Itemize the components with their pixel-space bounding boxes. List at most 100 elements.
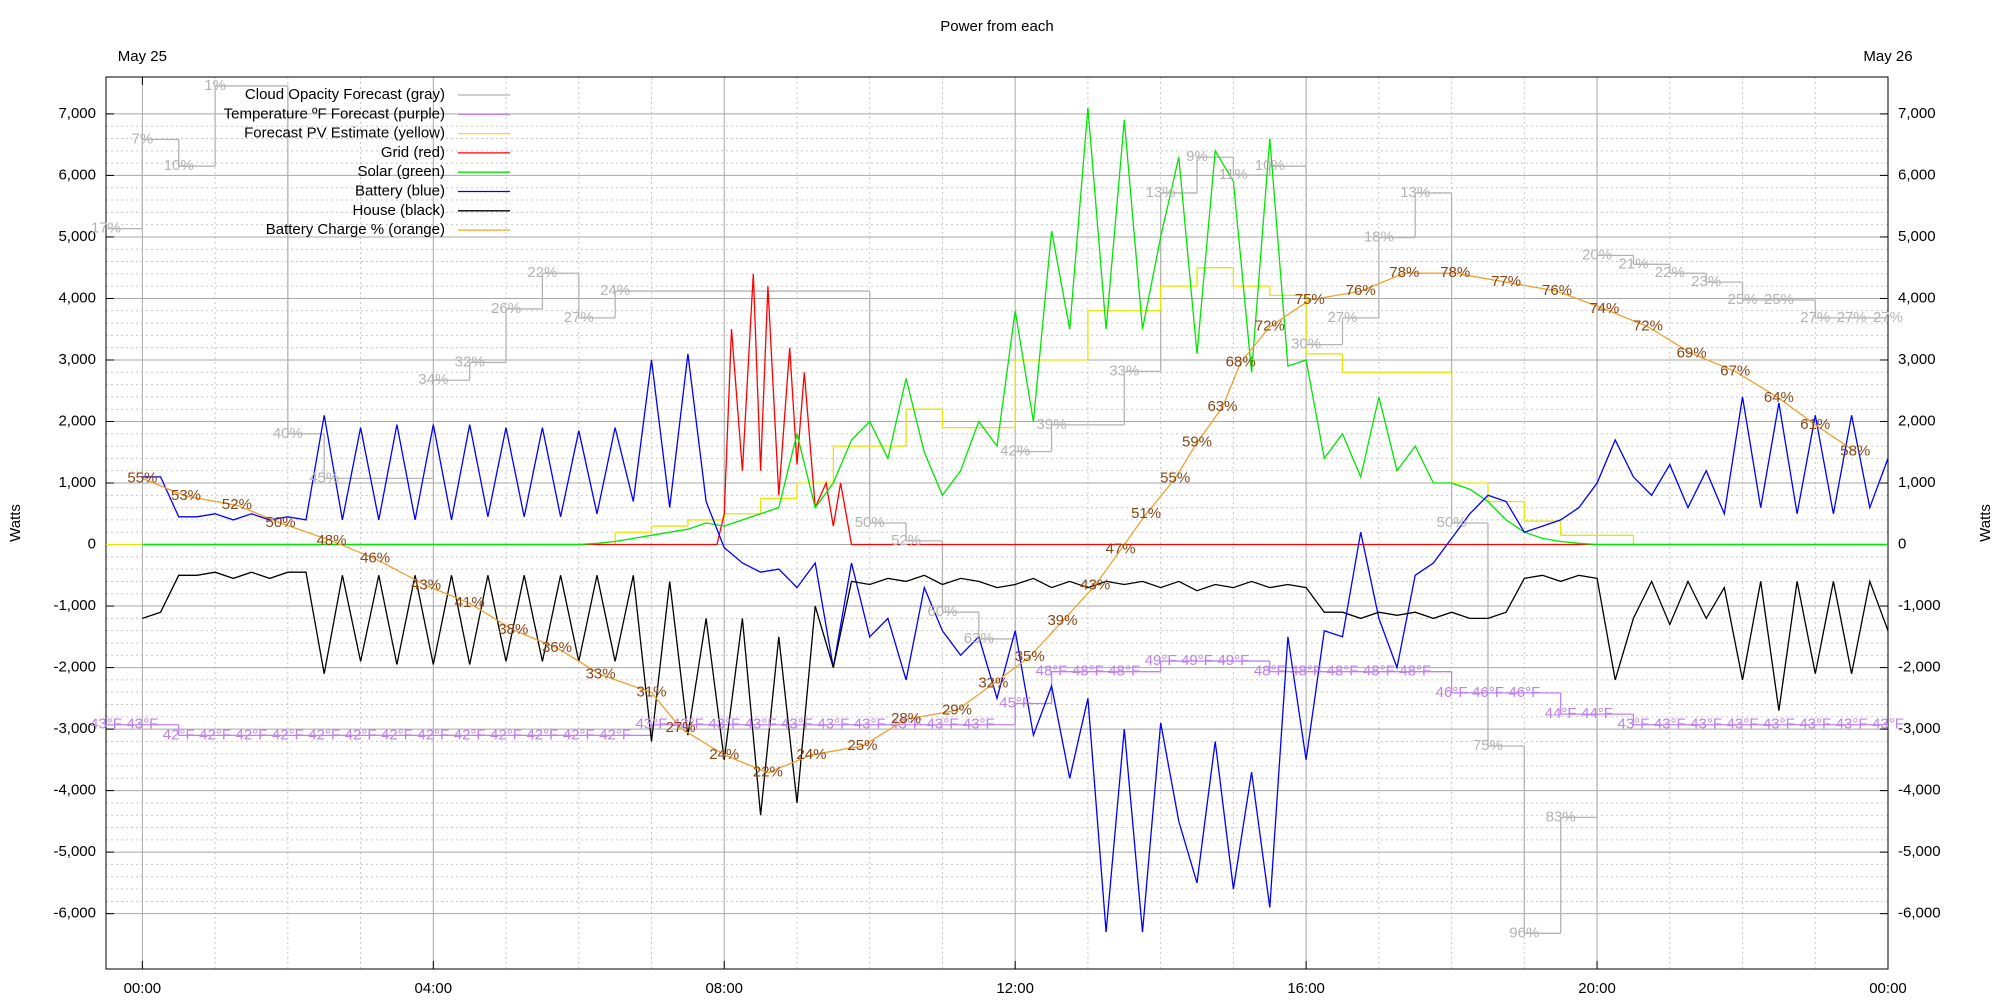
data-label: 48°F	[1327, 663, 1359, 680]
data-label: 42°F	[163, 726, 195, 743]
data-label: 72%	[1255, 318, 1285, 335]
data-label: 42°F	[272, 726, 304, 743]
data-label: 72%	[1633, 318, 1663, 335]
y2-tick-label: -1,000	[1898, 597, 1941, 614]
data-label: 25%	[1764, 291, 1794, 308]
y-tick-label: 6,000	[58, 166, 96, 183]
data-label: 24%	[600, 282, 630, 299]
data-label: 39%	[1047, 612, 1077, 629]
y2-tick-label: -3,000	[1898, 720, 1941, 737]
data-label: 42°F	[236, 726, 268, 743]
data-label: 52%	[891, 532, 921, 549]
y-tick-label: -5,000	[53, 843, 96, 860]
data-label: 43°F	[672, 716, 704, 733]
data-label: 44°F	[1545, 705, 1577, 722]
data-label: 9%	[1186, 148, 1208, 165]
data-label: 55%	[127, 469, 157, 486]
data-label: 33%	[1109, 362, 1139, 379]
data-label: 42°F	[381, 726, 413, 743]
data-label: 42°F	[563, 726, 595, 743]
data-labels: 17% 7% 10% 1% 40% 45% 34% 32% 26% 22% 27% 24% 50% 52%…	[90, 77, 1904, 941]
data-label: 43°F	[1727, 716, 1759, 733]
data-label: 53%	[171, 487, 201, 504]
data-label: 55%	[1160, 469, 1190, 486]
series-line	[142, 272, 1856, 774]
data-label: 25%	[847, 737, 877, 754]
data-label: 74%	[1589, 300, 1619, 317]
data-label: 27%	[1327, 309, 1357, 326]
data-label: 43°F	[1654, 716, 1686, 733]
data-label: 67%	[1720, 362, 1750, 379]
data-label: 61%	[1800, 416, 1830, 433]
data-label: 48°F	[1399, 663, 1431, 680]
data-label: 43°F	[1763, 716, 1795, 733]
data-label: 32%	[978, 675, 1008, 692]
y-tick-label: -3,000	[53, 720, 96, 737]
data-label: 22%	[1655, 264, 1685, 281]
data-label: 49°F	[1217, 652, 1249, 669]
data-label: 33%	[586, 666, 616, 683]
y2-axis-label: Watts	[1977, 504, 1994, 542]
data-label: 22%	[527, 264, 557, 281]
data-label: 43°F	[1836, 716, 1868, 733]
y2-tick-label: -5,000	[1898, 843, 1941, 860]
data-label: 43°F	[963, 716, 995, 733]
legend-label: Solar (green)	[357, 163, 445, 180]
data-label: 47%	[1106, 541, 1136, 558]
data-label: 78%	[1389, 264, 1419, 281]
data-label: 10%	[1255, 157, 1285, 174]
data-label: 50%	[855, 514, 885, 531]
legend-label: Battery (blue)	[355, 182, 445, 199]
legend-label: Grid (red)	[381, 144, 445, 161]
data-label: 46%	[360, 550, 390, 567]
data-label: 43°F	[1690, 716, 1722, 733]
data-label: 42°F	[417, 726, 449, 743]
data-label: 46°F	[1508, 684, 1540, 701]
y2-tick-label: -2,000	[1898, 659, 1941, 676]
data-label: 18%	[1364, 229, 1394, 246]
data-label: 42°F	[308, 726, 340, 743]
x-tick-label: 12:00	[996, 980, 1034, 997]
data-label: 17%	[91, 220, 121, 237]
data-label: 27%	[666, 719, 696, 736]
data-label: 39%	[1037, 416, 1067, 433]
x-tick-label: 00:00	[1869, 980, 1907, 997]
data-label: 43°F	[126, 716, 158, 733]
data-label: 48°F	[1108, 663, 1140, 680]
data-label: 23%	[1691, 273, 1721, 290]
data-label: 58%	[1840, 443, 1870, 460]
data-label: 10%	[164, 157, 194, 174]
data-label: 42°F	[454, 726, 486, 743]
data-label: 48°F	[1363, 663, 1395, 680]
y2-tick-label: 7,000	[1898, 105, 1936, 122]
data-label: 42°F	[490, 726, 522, 743]
data-label: 75%	[1295, 291, 1325, 308]
y-tick-label: 4,000	[58, 289, 96, 306]
data-label: 43°F	[854, 716, 886, 733]
data-label: 11%	[1219, 166, 1248, 183]
y-tick-label: -1,000	[53, 597, 96, 614]
data-label: 13%	[1146, 184, 1176, 201]
y2-tick-label: 0	[1898, 535, 1906, 552]
grid	[106, 77, 1889, 969]
y2-tick-label: -6,000	[1898, 905, 1941, 922]
data-label: 42°F	[345, 726, 377, 743]
data-label: 35%	[1015, 648, 1045, 665]
data-label: 1%	[204, 77, 226, 94]
y2-tick-label: 1,000	[1898, 474, 1936, 491]
data-label: 46°F	[1472, 684, 1504, 701]
data-label: 26%	[491, 300, 521, 317]
data-label: 43°F	[927, 716, 959, 733]
data-label: 43°F	[1799, 716, 1831, 733]
data-label: 42°F	[526, 726, 558, 743]
data-label: 27%	[1800, 309, 1830, 326]
data-label: 48°F	[1290, 663, 1322, 680]
x-tick-label: 20:00	[1578, 980, 1616, 997]
data-label: 68%	[1226, 353, 1256, 370]
data-label: 24%	[709, 746, 739, 763]
plot-area	[106, 85, 1888, 934]
x2-tick-label: May 25	[118, 48, 167, 65]
data-label: 50%	[1437, 514, 1467, 531]
data-label: 43°F	[745, 716, 777, 733]
data-label: 43°F	[890, 716, 922, 733]
